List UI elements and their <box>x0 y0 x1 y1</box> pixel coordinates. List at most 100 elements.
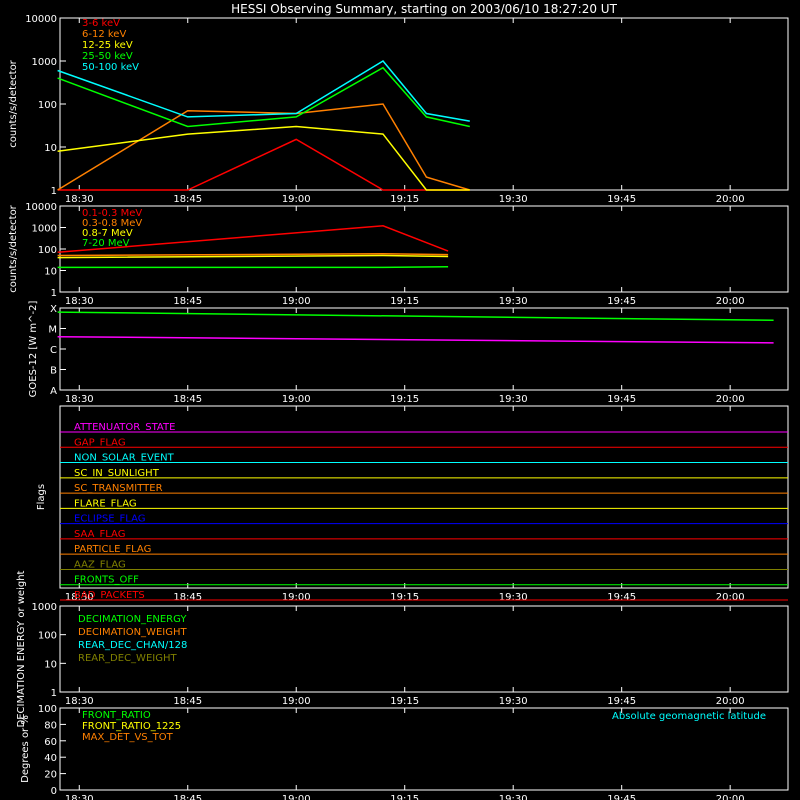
panel-2-xtick-label: 19:45 <box>607 296 636 307</box>
panel-6-ytick-label: 80 <box>44 720 57 731</box>
panel-6-legend-1: FRONT_RATIO <box>82 710 151 721</box>
panel-1-ylabel: counts/s/detector <box>8 59 19 147</box>
panel-1-series-5 <box>57 60 470 122</box>
figure-title: HESSI Observing Summary, starting on 200… <box>231 2 617 16</box>
panel-1-ytick-label: 1000 <box>32 57 57 68</box>
panel-2-series-1 <box>57 225 449 254</box>
panel-4-frame <box>59 405 789 589</box>
panel-3-series-1 <box>57 311 774 322</box>
panel-2-series-4 <box>57 265 449 269</box>
panel-3-ylabel: GOES-12 [W m^-2] <box>28 301 39 398</box>
panel-2-legend-3: 0.8-7 MeV <box>82 228 133 239</box>
panel-5-ylabel: DECIMATION ENERGY or weight <box>16 570 27 727</box>
panel-2-legend-2: 0.3-0.8 MeV <box>82 218 142 229</box>
panel-2-frame <box>59 205 789 293</box>
panel-1-legend-4: 25-50 keV <box>82 51 133 62</box>
panel-2-ylabel: counts/s/detector <box>8 204 19 292</box>
panel-4-flag-label-6: FLARE_FLAG <box>74 498 137 509</box>
panel-4-flag-label-12: BAD_PACKETS <box>74 590 145 601</box>
panel-4-flag-label-11: FRONTS_OFF <box>74 575 139 586</box>
panel-5-ytick-label: 1000 <box>32 602 57 613</box>
panel-1-series-2 <box>57 103 471 191</box>
panel-1-series-4 <box>57 66 470 128</box>
panel-1-xtick-label: 20:00 <box>716 194 745 205</box>
panel-4-xtick-label: 18:30 <box>65 592 94 603</box>
panel-3-frame <box>59 307 789 391</box>
panel-1-ytick-label: 10 <box>44 143 57 154</box>
panel-5-ytick-label: 1 <box>51 688 57 699</box>
panel-3-xtick-label: 19:15 <box>390 394 419 405</box>
panel-3-xtick-label: 19:00 <box>282 394 311 405</box>
panel-2-series-3 <box>57 254 449 259</box>
panel-1-series-3 <box>57 125 470 191</box>
panel-2-ytick-label: 100 <box>38 245 57 256</box>
panel-4-flag-label-1: ATTENUATOR_STATE <box>74 422 175 433</box>
panel-5-xtick-label: 19:00 <box>282 696 311 707</box>
panel-5-xtick-label: 19:45 <box>607 696 636 707</box>
panel-6-ytick-label: 0 <box>51 786 57 797</box>
panel-2-xtick-label: 19:00 <box>282 296 311 307</box>
panel-2-ytick-label: 10000 <box>25 202 57 213</box>
panel-5-xtick-label: 18:45 <box>173 696 202 707</box>
panel-6-xtick-label: 19:00 <box>282 794 311 800</box>
panel-4-xtick-label: 19:45 <box>607 592 636 603</box>
panel-1-xtick-label: 18:45 <box>173 194 202 205</box>
panel-4-xtick-label: 20:00 <box>716 592 745 603</box>
panel-1-xtick-label: 19:45 <box>607 194 636 205</box>
panel-4-xtick-label: 19:00 <box>282 592 311 603</box>
panel-2-legend-4: 7-20 MeV <box>82 238 130 249</box>
panel-3-ytick-label: X <box>50 304 57 315</box>
panel-5-xtick-label: 18:30 <box>65 696 94 707</box>
panel-1-ytick-label: 10000 <box>25 14 57 25</box>
panel-3-xtick-label: 18:30 <box>65 394 94 405</box>
panel-1-xtick-label: 19:15 <box>390 194 419 205</box>
panel-1-legend-2: 6-12 keV <box>82 29 126 40</box>
panel-5-legend-2: DECIMATION_WEIGHT <box>78 627 187 638</box>
panel-2-xtick-label: 18:45 <box>173 296 202 307</box>
panel-3-xtick-label: 19:45 <box>607 394 636 405</box>
panel-1-ytick-label: 100 <box>38 100 57 111</box>
panel-4-ylabel: Flags <box>36 484 47 510</box>
panel-4-flag-label-10: AAZ_FLAG <box>74 559 126 570</box>
panel-1-legend-3: 12-25 keV <box>82 40 133 51</box>
panel-6-ytick-label: 20 <box>44 770 57 781</box>
panel-5-ytick-label: 10 <box>44 659 57 670</box>
panel-4-xtick-label: 19:15 <box>390 592 419 603</box>
panel-6-annotation: Absolute geomagnetic latitude <box>612 711 766 722</box>
panel-3-xtick-label: 20:00 <box>716 394 745 405</box>
panel-2-xtick-label: 20:00 <box>716 296 745 307</box>
panel-3-ytick-label: C <box>50 345 57 356</box>
panel-6-xtick-label: 18:45 <box>173 794 202 800</box>
panel-2-ytick-label: 10 <box>44 267 57 278</box>
panel-3-ytick-label: A <box>50 386 57 397</box>
panel-3-series-2 <box>57 335 774 344</box>
panel-5-legend-3: REAR_DEC_CHAN/128 <box>78 640 187 651</box>
panel-5-legend-1: DECIMATION_ENERGY <box>78 614 187 625</box>
panel-6-ytick-label: 60 <box>44 737 57 748</box>
panel-4-xtick-label: 18:45 <box>173 592 202 603</box>
panel-6-xtick-label: 19:45 <box>607 794 636 800</box>
panel-3-xtick-label: 19:30 <box>499 394 528 405</box>
panel-6-ytick-label: 40 <box>44 753 57 764</box>
panel-2-xtick-label: 18:30 <box>65 296 94 307</box>
panel-6-xtick-label: 19:15 <box>390 794 419 800</box>
panel-6-frame <box>59 707 789 791</box>
panel-4-flag-label-5: SC_TRANSMITTER <box>74 483 163 494</box>
panel-5-xtick-label: 20:00 <box>716 696 745 707</box>
panel-6-xtick-label: 18:30 <box>65 794 94 800</box>
panel-2-legend-1: 0.1-0.3 MeV <box>82 208 142 219</box>
panel-2-ytick-label: 1 <box>51 288 57 299</box>
panel-1-frame <box>59 17 789 191</box>
panel-6-xtick-label: 20:00 <box>716 794 745 800</box>
panel-6-ylabel: Degrees or % <box>20 715 31 783</box>
panel-5-xtick-label: 19:30 <box>499 696 528 707</box>
panel-1-xtick-label: 18:30 <box>65 194 94 205</box>
panel-6-legend-3: MAX_DET_VS_TOT <box>82 732 174 743</box>
panel-2-series-2 <box>57 253 449 257</box>
panel-6-xtick-label: 19:30 <box>499 794 528 800</box>
panel-3-ytick-label: M <box>48 325 57 336</box>
panel-4-flag-label-3: NON_SOLAR_EVENT <box>74 453 175 464</box>
panel-1-xtick-label: 19:30 <box>499 194 528 205</box>
panel-5-frame <box>59 605 789 693</box>
